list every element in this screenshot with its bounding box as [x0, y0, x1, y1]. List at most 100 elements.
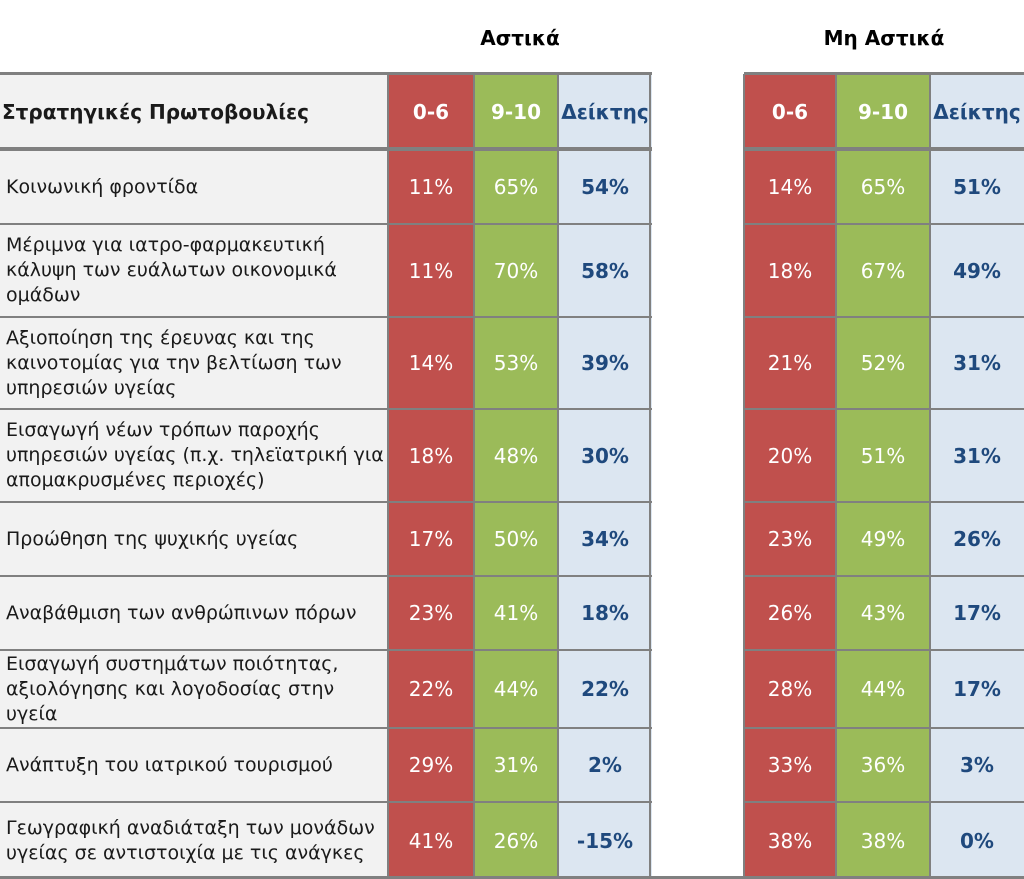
cell-urban-low: 22% — [388, 650, 474, 728]
cell-rural-index: 49% — [930, 224, 1024, 317]
cell-rural-low: 33% — [744, 728, 836, 802]
column-divider — [743, 74, 745, 879]
cell-urban-high: 44% — [474, 650, 558, 728]
header-urban-low: 0-6 — [388, 74, 474, 150]
table-top-border — [744, 72, 1024, 75]
cell-urban-high: 48% — [474, 409, 558, 502]
cell-rural-index: 31% — [930, 409, 1024, 502]
cell-urban-low: 17% — [388, 502, 474, 576]
cell-urban-index: 58% — [558, 224, 652, 317]
row-divider — [0, 501, 652, 503]
row-label: Αξιοποίηση της έρευνας και της καινοτομί… — [0, 317, 388, 409]
cell-rural-low: 28% — [744, 650, 836, 728]
cell-rural-high: 67% — [836, 224, 930, 317]
row-divider — [744, 316, 1024, 318]
row-divider — [744, 727, 1024, 729]
row-divider — [744, 801, 1024, 803]
cell-rural-index: 17% — [930, 576, 1024, 650]
cell-urban-high: 65% — [474, 150, 558, 224]
row-label: Αναβάθμιση των ανθρώπινων πόρων — [0, 576, 388, 650]
cell-rural-index: 17% — [930, 650, 1024, 728]
cell-urban-low: 41% — [388, 802, 474, 879]
row-divider — [0, 316, 652, 318]
cell-urban-high: 41% — [474, 576, 558, 650]
header-label: Στρατηγικές Πρωτοβουλίες — [0, 74, 388, 150]
cell-urban-high: 70% — [474, 224, 558, 317]
cell-rural-index: 26% — [930, 502, 1024, 576]
row-divider — [0, 727, 652, 729]
cell-rural-low: 21% — [744, 317, 836, 409]
cell-urban-index: -15% — [558, 802, 652, 879]
cell-rural-high: 36% — [836, 728, 930, 802]
cell-urban-low: 18% — [388, 409, 474, 502]
column-divider — [473, 74, 475, 879]
row-divider — [744, 408, 1024, 410]
cell-urban-low: 14% — [388, 317, 474, 409]
cell-urban-index: 34% — [558, 502, 652, 576]
cell-rural-low: 20% — [744, 409, 836, 502]
cell-rural-high: 49% — [836, 502, 930, 576]
row-divider — [0, 223, 652, 225]
row-divider — [0, 649, 652, 651]
row-label: Εισαγωγή συστημάτων ποιότητας, αξιολόγησ… — [0, 650, 388, 728]
cell-urban-index: 18% — [558, 576, 652, 650]
header-urban-high: 9-10 — [474, 74, 558, 150]
header-bottom-border — [0, 147, 652, 151]
cell-urban-index: 2% — [558, 728, 652, 802]
cell-urban-index: 39% — [558, 317, 652, 409]
column-divider — [387, 74, 389, 879]
row-label: Προώθηση της ψυχικής υγείας — [0, 502, 388, 576]
row-label: Εισαγωγή νέων τρόπων παροχής υπηρεσιών υ… — [0, 409, 388, 502]
cell-urban-high: 50% — [474, 502, 558, 576]
cell-urban-high: 31% — [474, 728, 558, 802]
row-divider — [0, 408, 652, 410]
cell-rural-high: 38% — [836, 802, 930, 879]
cell-urban-high: 53% — [474, 317, 558, 409]
header-rural-index: Δείκτης — [930, 74, 1024, 150]
row-label: Ανάπτυξη του ιατρικού τουρισμού — [0, 728, 388, 802]
header-urban-index: Δείκτης — [558, 74, 652, 150]
cell-urban-high: 26% — [474, 802, 558, 879]
row-divider — [0, 801, 652, 803]
row-label: Κοινωνική φροντίδα — [0, 150, 388, 224]
cell-rural-high: 51% — [836, 409, 930, 502]
cell-rural-high: 52% — [836, 317, 930, 409]
header-bottom-border — [744, 147, 1024, 151]
cell-rural-low: 14% — [744, 150, 836, 224]
column-divider — [929, 74, 931, 879]
cell-rural-index: 0% — [930, 802, 1024, 879]
row-divider — [744, 223, 1024, 225]
group-title-rural: Μη Αστικά — [823, 26, 945, 50]
cell-rural-high: 43% — [836, 576, 930, 650]
cell-rural-index: 31% — [930, 317, 1024, 409]
row-divider — [744, 501, 1024, 503]
row-divider — [744, 575, 1024, 577]
cell-rural-index: 51% — [930, 150, 1024, 224]
header-rural-low: 0-6 — [744, 74, 836, 150]
group-title-urban: Αστικά — [480, 26, 560, 50]
cell-urban-low: 23% — [388, 576, 474, 650]
cell-rural-high: 44% — [836, 650, 930, 728]
cell-rural-low: 26% — [744, 576, 836, 650]
column-divider — [557, 74, 559, 879]
cell-urban-index: 30% — [558, 409, 652, 502]
cell-urban-low: 11% — [388, 150, 474, 224]
column-divider — [649, 74, 651, 879]
column-divider — [835, 74, 837, 879]
cell-urban-index: 54% — [558, 150, 652, 224]
row-label: Μέριμνα για ιατρο-φαρμακευτική κάλυψη τω… — [0, 224, 388, 317]
header-rural-high: 9-10 — [836, 74, 930, 150]
cell-rural-index: 3% — [930, 728, 1024, 802]
cell-urban-low: 11% — [388, 224, 474, 317]
cell-urban-low: 29% — [388, 728, 474, 802]
cell-rural-low: 38% — [744, 802, 836, 879]
row-divider — [0, 575, 652, 577]
cell-rural-low: 18% — [744, 224, 836, 317]
cell-rural-high: 65% — [836, 150, 930, 224]
row-label: Γεωγραφική αναδιάταξη των μονάδων υγείας… — [0, 802, 388, 879]
cell-rural-low: 23% — [744, 502, 836, 576]
cell-urban-index: 22% — [558, 650, 652, 728]
row-divider — [744, 649, 1024, 651]
table-top-border — [0, 72, 652, 75]
table-bottom-border — [0, 876, 1024, 879]
